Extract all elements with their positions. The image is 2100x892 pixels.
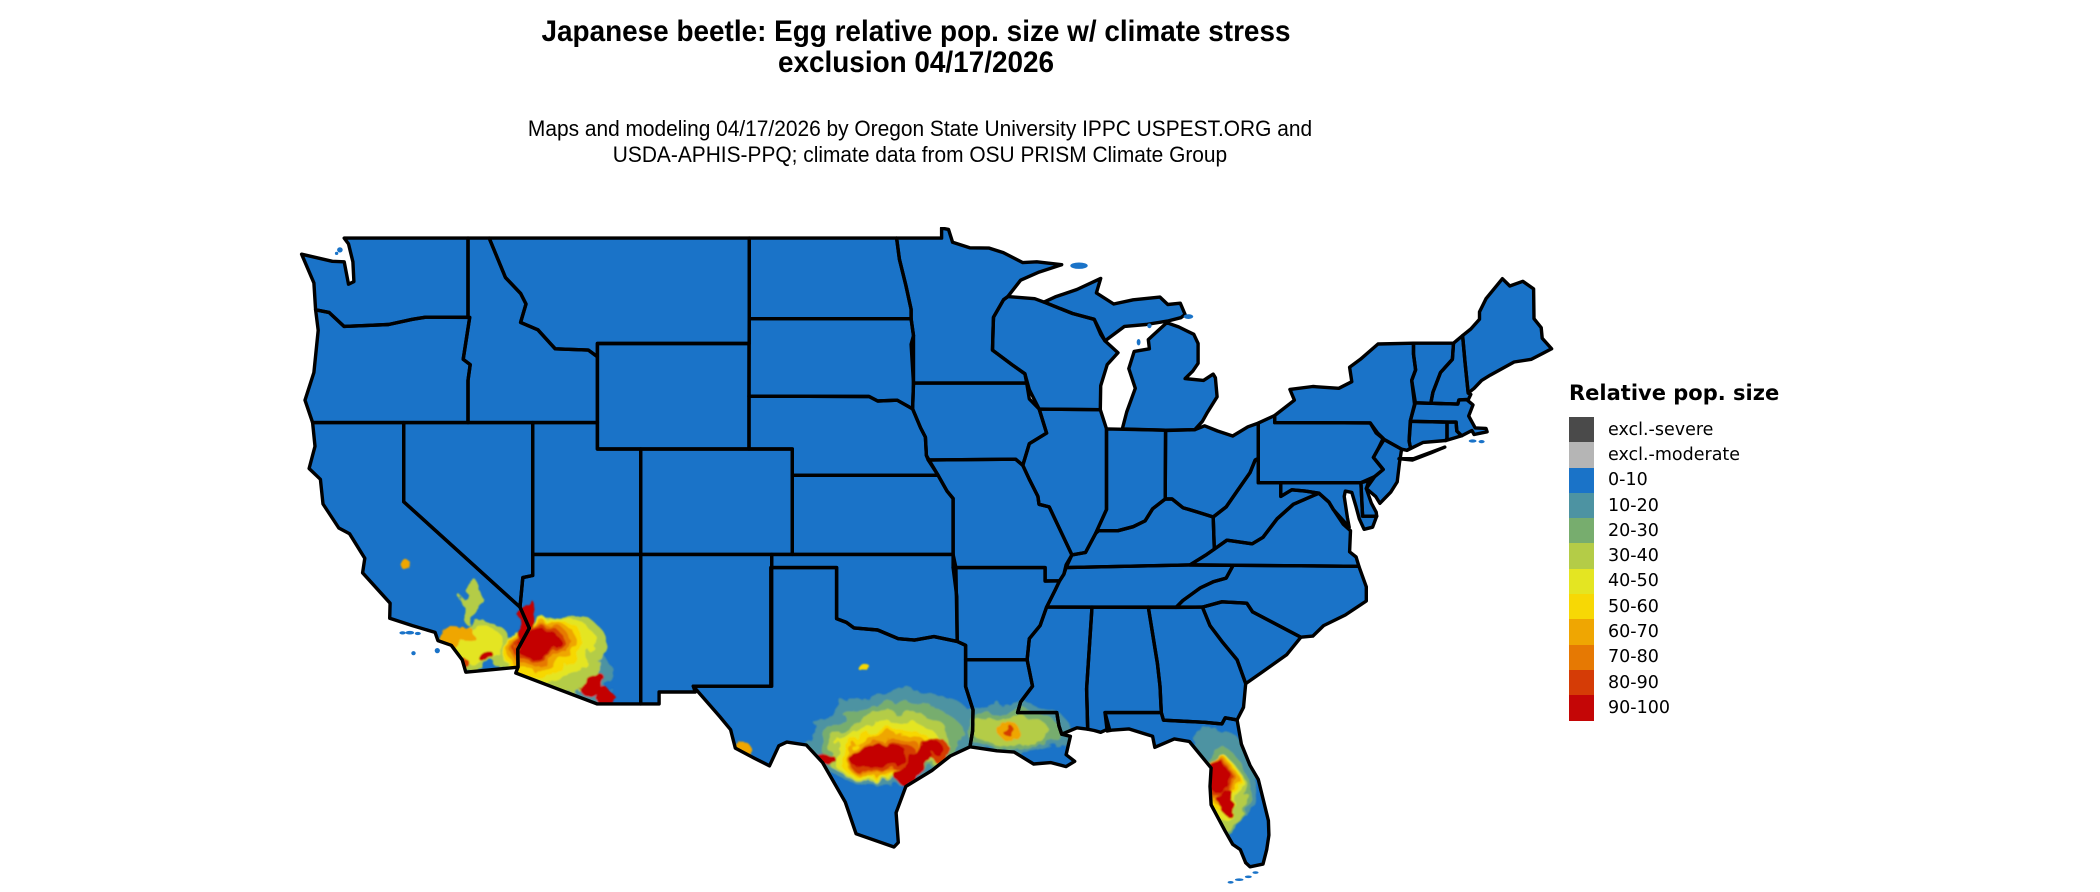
heat-blob-50-60 [861,665,873,676]
legend-swatch-excl.-moderate [1569,442,1594,468]
legend-label: 30-40 [1608,546,1659,567]
legend-swatch-20-30 [1569,518,1594,544]
legend-swatch-80-90 [1569,669,1594,696]
heat-blob-90-100 [1217,789,1236,813]
legend-label: 10-20 [1608,495,1659,516]
heat-blob-80-90 [1001,724,1014,735]
state-fills [301,228,1552,867]
legend-rows: excl.-severe excl.-moderate 0-10 10-20 20-30… [1569,417,1779,721]
legend-label: excl.-moderate [1608,444,1741,465]
page-title: Japanese beetle: Egg relative pop. size … [64,16,1768,78]
legend-row: 10-20 [1569,492,1779,519]
legend-swatch-60-70 [1569,619,1594,645]
legend-swatch-40-50 [1569,568,1594,595]
us-map [295,226,1570,890]
legend-swatch-90-100 [1569,695,1594,721]
legend-row: excl.-severe [1569,417,1779,443]
legend-row: 80-90 [1569,669,1779,696]
subtitle-line-2: USDA-APHIS-PPQ; climate data from OSU PR… [612,142,1228,167]
legend: Relative pop. size excl.-severe excl.-mod… [1569,381,1779,721]
legend-title: Relative pop. size [1569,381,1780,405]
heat-blob-10-20 [1198,731,1222,752]
legend-swatch-70-80 [1569,644,1594,670]
heat-blob-90-100 [849,743,906,769]
heat-blob-90-100 [594,688,613,705]
legend-row: 40-50 [1569,568,1779,595]
legend-row: 30-40 [1569,543,1779,569]
legend-label: excl.-severe [1608,419,1714,440]
legend-row: 20-30 [1569,518,1779,544]
legend-label: 50-60 [1608,596,1659,617]
legend-label: 0-10 [1608,470,1648,491]
legend-label: 80-90 [1608,672,1659,693]
heat-blob-90-100 [895,750,934,784]
heat-blob-90-100 [577,672,607,695]
title-line-2: exclusion 04/17/2026 [777,46,1055,79]
legend-swatch-excl.-severe [1569,417,1594,443]
us-map-svg [299,226,1554,884]
legend-swatch-0-10 [1569,467,1594,493]
legend-label: 20-30 [1608,520,1659,541]
legend-swatch-50-60 [1569,594,1594,620]
heat-blob-60-70 [400,560,412,570]
legend-row: excl.-moderate [1569,442,1779,468]
legend-label: 70-80 [1608,647,1659,668]
legend-row: 90-100 [1569,695,1779,721]
heat-blob-90-100 [926,740,942,754]
islands [334,247,1485,884]
legend-row: 60-70 [1569,619,1779,645]
heat-blob-90-100 [479,650,495,664]
legend-label: 90-100 [1608,697,1670,718]
legend-label: 60-70 [1608,622,1659,643]
legend-label: 40-50 [1608,571,1659,592]
legend-swatch-30-40 [1569,543,1594,569]
state-borders [299,226,1554,869]
subtitle-line-1: Maps and modeling 04/17/2026 by Oregon S… [527,116,1313,141]
page-subtitle: Maps and modeling 04/17/2026 by Oregon S… [46,116,1794,168]
legend-row: 50-60 [1569,594,1779,620]
legend-row: 0-10 [1569,467,1779,493]
title-line-1: Japanese beetle: Egg relative pop. size … [541,15,1291,48]
legend-row: 70-80 [1569,644,1779,670]
heat-blob-30-40 [461,579,481,624]
legend-swatch-10-20 [1569,492,1594,519]
